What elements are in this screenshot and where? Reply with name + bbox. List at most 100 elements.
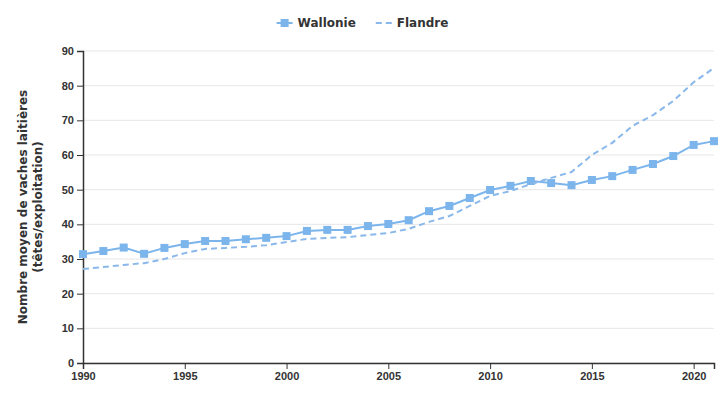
grid [83,51,714,363]
x-tick-mark [490,363,491,369]
x-tick-label: 2005 [377,370,401,382]
series-marker [221,237,229,245]
y-tick-label: 80 [62,80,74,92]
x-tick: 2005 [377,363,401,382]
y-tick-label: 10 [62,322,74,334]
y-tick-mark [77,155,83,156]
y-tick: 50 [62,184,83,196]
y-tick: 70 [62,114,83,126]
series-marker [364,222,372,230]
y-tick-mark [77,120,83,121]
grid-line [83,293,714,294]
y-tick-mark [77,294,83,295]
series-marker [405,216,413,224]
x-axis: 1990 1995 2000 2005 2010 2015 2020 [71,363,714,382]
x-tick-mark [592,363,593,369]
y-axis-title-line: Nombre moyen de vaches laitières [16,90,30,325]
grid-line [83,224,714,225]
series-marker [547,179,555,187]
grid-line [83,259,714,260]
series-marker [466,194,474,202]
grid-line [83,155,714,156]
series-marker [629,166,637,174]
x-tick: 2000 [275,363,299,382]
grid-line [83,328,714,329]
x-tick-mark [388,363,389,369]
grid-line [83,51,714,52]
series-marker [649,160,657,168]
chart-svg: 1990 1995 2000 2005 2010 2015 2020 0 10 20 30 40 50 6… [0,0,725,400]
series-line [83,141,714,254]
x-tick-mark [287,363,288,369]
series-marker [425,207,433,215]
y-tick-mark [77,51,83,52]
y-tick-mark [77,363,83,364]
series-line [83,68,714,269]
x-tick: 2020 [682,363,706,382]
legend: Wallonie Flandre [277,16,449,30]
x-tick-mark [185,363,186,369]
legend-item[interactable]: Flandre [376,16,449,30]
y-tick-label: 90 [62,45,74,57]
series-marker [506,182,514,190]
y-tick-mark [77,190,83,191]
x-tick-label: 2020 [682,370,706,382]
legend-label: Flandre [397,16,449,30]
series-marker [283,232,291,240]
x-tick-label: 2000 [275,370,299,382]
series-marker [120,244,128,252]
series-marker [79,250,87,258]
legend-symbol-line [376,22,392,24]
y-tick: 60 [62,149,83,161]
x-tick: 1990 [71,363,95,382]
chart-container: 1990 1995 2000 2005 2010 2015 2020 0 10 20 30 40 50 6… [0,0,725,400]
x-tick: 1995 [173,363,197,382]
series-marker [262,234,270,242]
series-marker [568,181,576,189]
x-tick: 2010 [478,363,502,382]
series-marker [588,176,596,184]
legend-item[interactable]: Wallonie [277,16,356,30]
y-tick: 90 [62,45,83,57]
series-marker [344,226,352,234]
series-marker [669,152,677,160]
series-marker [384,220,392,228]
series-marker [201,237,209,245]
plot-area [79,68,718,269]
y-tick-label: 0 [68,357,74,369]
series-marker [710,137,718,145]
y-tick-label: 40 [62,218,74,230]
y-tick-mark [77,224,83,225]
y-tick-label: 50 [62,184,74,196]
y-tick-label: 70 [62,114,74,126]
series-marker [242,235,250,243]
y-tick: 40 [62,218,83,230]
x-tick: 2015 [580,363,604,382]
y-tick: 10 [62,322,83,334]
series-marker [160,244,168,252]
series-marker [140,250,148,258]
y-axis: 0 10 20 30 40 50 60 70 80 90 [62,45,84,369]
x-tick-label: 2010 [478,370,502,382]
series-marker [486,186,494,194]
y-tick-mark [77,259,83,260]
series-marker [690,141,698,149]
y-axis-title-line: (têtes/exploitation) [31,141,45,273]
y-tick-mark [77,86,83,87]
x-tick-label: 1995 [173,370,197,382]
series-marker [181,240,189,248]
y-tick: 20 [62,288,83,300]
series-marker [323,226,331,234]
y-axis-line [77,52,84,364]
y-axis-title: Nombre moyen de vaches laitières(têtes/e… [16,90,45,325]
y-tick-label: 30 [62,253,74,265]
x-tick-mark [694,363,695,369]
series-marker [303,227,311,235]
series-marker [99,247,107,255]
y-tick-label: 60 [62,149,74,161]
grid-line [83,85,714,86]
y-tick: 80 [62,80,83,92]
y-tick-label: 20 [62,288,74,300]
x-axis-line [84,364,715,370]
y-tick: 0 [68,357,83,369]
